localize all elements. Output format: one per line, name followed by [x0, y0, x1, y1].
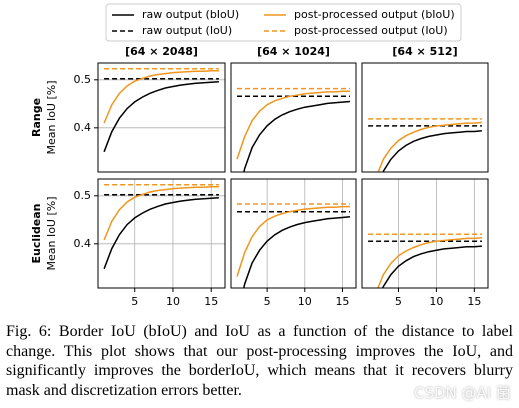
series-line [103, 196, 219, 270]
x-tick-label: 15 [335, 295, 349, 308]
legend-label: raw output (bIoU) [142, 8, 239, 21]
axes-frame [230, 178, 357, 289]
series-line [236, 90, 350, 160]
x-tick-label: 5 [395, 295, 402, 308]
x-tick-label: 15 [204, 295, 218, 308]
axes-frame [97, 178, 226, 289]
column-title: [64 × 512] [392, 45, 457, 58]
y-tick-label: 0.4 [74, 121, 92, 134]
legend-label: post-processed output (IoU) [294, 24, 448, 37]
row-label: Range [30, 98, 43, 137]
axes-frame [361, 178, 489, 289]
series-line [103, 69, 219, 124]
column-title: [64 × 1024] [257, 45, 330, 58]
axes-frame [230, 62, 357, 173]
series-line [382, 130, 482, 172]
y-tick-label: 0.5 [74, 73, 92, 86]
legend-box [105, 3, 462, 42]
watermark: CSDN @AI 菌 [414, 384, 511, 402]
x-tick-label: 5 [131, 295, 138, 308]
series-line [377, 121, 482, 172]
column-title: [64 × 2048] [125, 45, 198, 58]
x-tick-label: 15 [467, 295, 481, 308]
figure: raw output (bIoU) raw output (IoU) post-pr… [30, 3, 489, 308]
y-axis-label: Mean IoU [%] [45, 80, 58, 154]
row-label: Euclidean [30, 204, 43, 264]
y-tick-label: 0.4 [74, 237, 92, 250]
x-tick-label: 10 [298, 295, 312, 308]
series-line [103, 185, 219, 241]
series-line [377, 236, 482, 288]
y-axis-label: Mean IoU [%] [45, 196, 58, 270]
x-tick-label: 5 [264, 295, 271, 308]
x-tick-label: 10 [166, 295, 180, 308]
series-line [103, 80, 219, 153]
series-line [243, 100, 351, 172]
legend-label: raw output (IoU) [142, 24, 232, 37]
caption: Fig. 6: Border IoU (bIoU) and IoU as a f… [6, 323, 513, 399]
y-tick-label: 0.5 [74, 189, 92, 202]
series-line [243, 216, 351, 288]
legend-label: post-processed output (bIoU) [294, 8, 455, 21]
series-line [381, 245, 482, 288]
axes-frame [97, 62, 226, 173]
axes-frame [361, 62, 489, 173]
series-line [236, 205, 350, 277]
x-tick-label: 10 [429, 295, 443, 308]
